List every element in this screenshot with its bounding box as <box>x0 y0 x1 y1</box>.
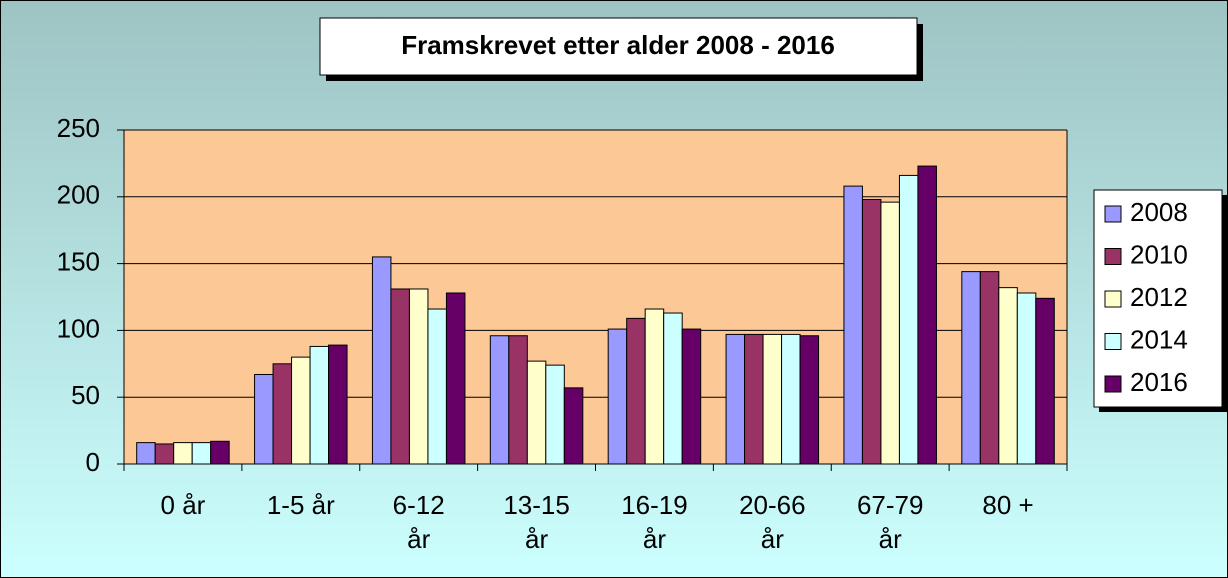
bar <box>663 312 683 465</box>
y-tick-label: 100 <box>57 313 100 343</box>
bar <box>861 198 882 465</box>
legend-label: 2014 <box>1130 324 1188 354</box>
bar <box>880 201 900 465</box>
bar <box>173 442 193 465</box>
bar <box>799 335 820 465</box>
bar <box>254 373 274 465</box>
bar <box>898 174 919 465</box>
y-tick-label: 0 <box>86 447 100 477</box>
y-tick-label: 250 <box>57 113 100 143</box>
x-tick-label: 1-5 år <box>266 490 335 520</box>
y-tick-label: 150 <box>57 246 100 276</box>
bar <box>427 308 447 465</box>
bar <box>445 292 466 465</box>
bar <box>1016 292 1037 465</box>
x-tick-label: 6-12 år <box>392 490 445 554</box>
y-tick-label: 50 <box>71 380 100 410</box>
bar <box>998 287 1018 465</box>
legend-label: 2010 <box>1130 239 1188 269</box>
bar <box>644 308 665 465</box>
legend-label: 2016 <box>1130 367 1188 397</box>
bar <box>371 256 392 465</box>
bar <box>843 185 863 465</box>
x-tick-label: 13-15 år <box>503 490 570 554</box>
bar <box>545 364 565 465</box>
bar <box>626 317 646 465</box>
bar <box>408 288 429 465</box>
bar <box>1035 297 1055 465</box>
bar <box>744 333 764 465</box>
legend-swatch <box>1104 375 1122 393</box>
bar <box>681 328 702 465</box>
bar <box>563 387 584 465</box>
legend-label: 2012 <box>1130 282 1188 312</box>
bar <box>725 333 746 465</box>
legend-swatch <box>1104 290 1122 308</box>
bar <box>781 333 801 465</box>
bar <box>154 443 175 465</box>
x-tick-label: 16-19 år <box>621 490 688 554</box>
x-tick-label: 20-66 år <box>739 490 806 554</box>
chart-title: Framskrevet etter alder 2008 - 2016 <box>401 30 835 60</box>
legend-swatch <box>1104 333 1122 350</box>
bar <box>191 442 212 465</box>
bar <box>526 360 547 465</box>
legend-swatch <box>1104 248 1122 265</box>
bar <box>272 363 293 465</box>
bar <box>979 271 1000 465</box>
title-box <box>319 17 918 76</box>
bar <box>762 333 783 465</box>
bar <box>390 288 410 465</box>
bar <box>309 345 330 465</box>
bar <box>136 442 156 465</box>
bar <box>508 335 528 465</box>
x-tick-label: 80 + <box>982 490 1034 520</box>
bar <box>210 440 230 465</box>
y-tick-label: 200 <box>57 180 100 210</box>
bar <box>961 271 981 465</box>
bar <box>489 335 510 465</box>
bar <box>607 328 628 465</box>
legend-swatch <box>1104 205 1122 223</box>
x-tick-label: 67-79 år <box>856 490 924 554</box>
x-tick-label: 0 år <box>160 490 206 520</box>
bar <box>917 165 937 465</box>
bar <box>328 344 348 465</box>
legend-label: 2008 <box>1130 197 1188 227</box>
bar <box>291 356 311 465</box>
